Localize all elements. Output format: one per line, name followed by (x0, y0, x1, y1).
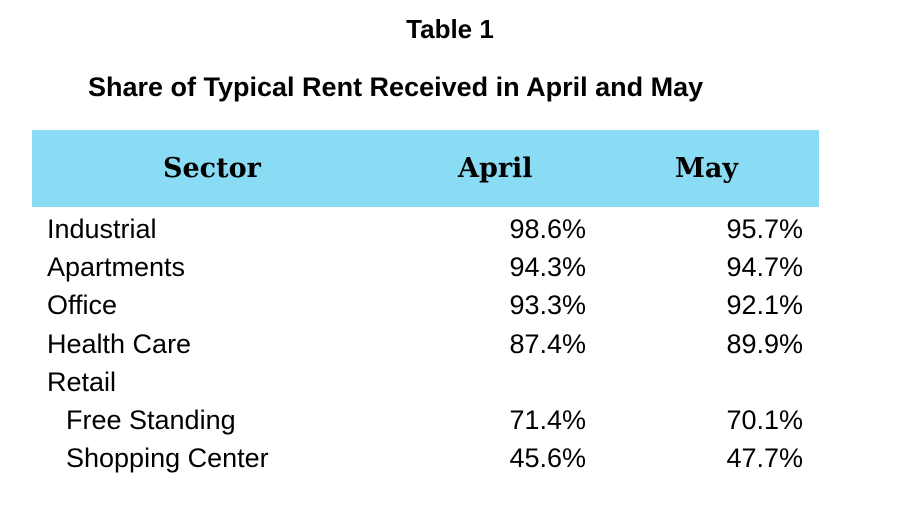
april-value-cell: 94.3% (509, 252, 586, 283)
may-value-cell: 70.1% (726, 404, 803, 435)
april-value-cell: 87.4% (509, 328, 586, 359)
sector-cell: Office (47, 290, 118, 321)
table-row: Retail (0, 363, 900, 401)
sector-cell: Health Care (47, 328, 192, 359)
table-label: Table 1 (406, 14, 494, 44)
sector-cell: Apartments (47, 252, 186, 283)
april-value-cell: 98.6% (509, 214, 586, 244)
table-row: Free Standing 71.4% 70.1% (0, 401, 900, 439)
sector-cell: Shopping Center (66, 443, 269, 474)
may-value-cell: 47.7% (726, 443, 803, 474)
may-value-cell: 95.7% (726, 214, 803, 244)
table-row: Shopping Center 45.6% 47.7% (0, 439, 900, 477)
column-header-sector: Sector (163, 153, 261, 184)
column-header-may: May (675, 153, 739, 184)
table-row: Office 93.3% 92.1% (0, 286, 900, 324)
table-row: Apartments 94.3% 94.7% (0, 248, 900, 286)
may-value-cell: 94.7% (726, 252, 803, 283)
may-value-cell: 92.1% (726, 290, 803, 321)
table-row: Industrial 98.6% 95.7% (0, 210, 900, 248)
table-title: Share of Typical Rent Received in April … (88, 72, 704, 102)
april-value-cell: 45.6% (509, 443, 586, 474)
sector-cell: Retail (47, 366, 117, 397)
table-row: Health Care 87.4% 89.9% (0, 325, 900, 363)
table-body: Industrial 98.6% 95.7% Apartments 94.3% 94.7%… (0, 210, 900, 477)
sector-cell: Free Standing (66, 404, 236, 435)
sector-cell: Industrial (47, 214, 157, 244)
table-header: Sector April May (32, 130, 819, 207)
column-header-april: April (458, 153, 533, 184)
april-value-cell: 93.3% (509, 290, 586, 321)
april-value-cell: 71.4% (509, 404, 586, 435)
may-value-cell: 89.9% (726, 328, 803, 359)
